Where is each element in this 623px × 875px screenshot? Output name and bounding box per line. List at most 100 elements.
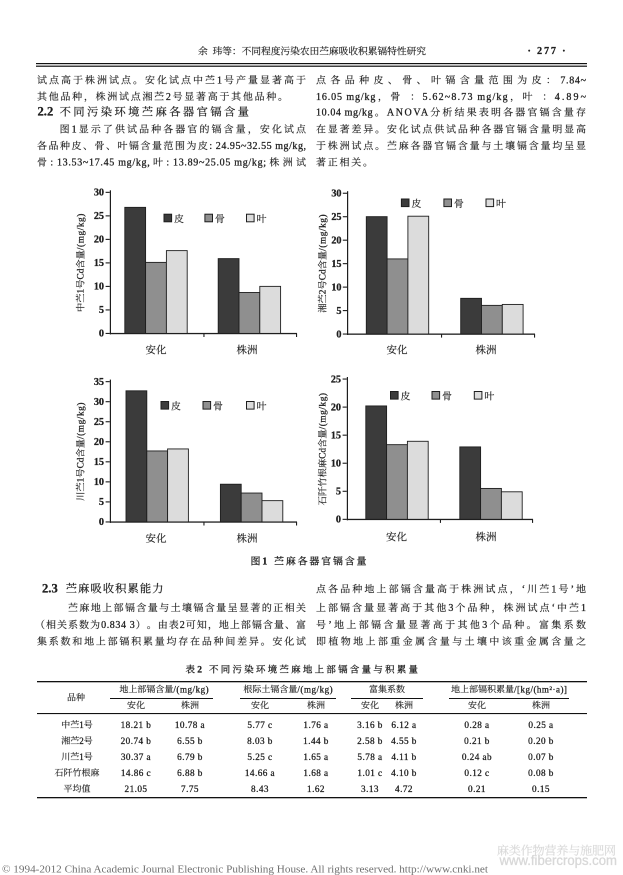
svg-text:1.62: 1.62 <box>307 784 325 794</box>
svg-text:3: 3 <box>482 620 487 631</box>
svg-text:15: 15 <box>331 259 341 270</box>
svg-text:15: 15 <box>94 457 104 468</box>
svg-text:1.44 b: 1.44 b <box>303 736 329 746</box>
svg-text:21.05: 21.05 <box>125 784 148 794</box>
svg-text:20.74 b: 20.74 b <box>121 736 152 746</box>
svg-text:2: 2 <box>319 289 329 294</box>
svg-text:0.24 ab: 0.24 ab <box>462 752 492 762</box>
svg-text:10: 10 <box>331 458 341 469</box>
svg-text:Cd: Cd <box>77 268 87 279</box>
svg-text:6.55 b: 6.55 b <box>177 736 203 746</box>
svg-text:16.05 mg/kg: 16.05 mg/kg <box>316 92 375 103</box>
svg-text:5: 5 <box>336 306 341 317</box>
svg-text:4.11 b: 4.11 b <box>391 752 416 762</box>
svg-text:0.08 b: 0.08 b <box>528 768 554 778</box>
svg-text:8.43: 8.43 <box>251 784 269 794</box>
svg-text:20: 20 <box>331 235 341 246</box>
svg-text:/(mg/kg): /(mg/kg) <box>76 214 87 250</box>
svg-text:1: 1 <box>79 752 84 762</box>
svg-text:1.68 a: 1.68 a <box>303 768 328 778</box>
svg-text:1.65 a: 1.65 a <box>303 752 328 762</box>
svg-text:5.62~8.73 mg/kg: 5.62~8.73 mg/kg <box>423 92 508 103</box>
svg-text:/(mg/kg): /(mg/kg) <box>173 684 208 694</box>
svg-text:5.78 a: 5.78 a <box>357 752 382 762</box>
svg-text:/(mg/kg): /(mg/kg) <box>76 403 87 439</box>
svg-text:30: 30 <box>331 189 341 200</box>
svg-text:4.55 b: 4.55 b <box>391 736 417 746</box>
svg-text:2: 2 <box>79 736 84 746</box>
svg-text:20: 20 <box>331 402 341 413</box>
svg-text:18.21 b: 18.21 b <box>121 720 152 730</box>
svg-text:25: 25 <box>94 417 104 428</box>
svg-text:6.12 a: 6.12 a <box>391 720 416 730</box>
svg-text:7.84~: 7.84~ <box>560 76 586 87</box>
svg-text:10: 10 <box>331 282 341 293</box>
svg-text:© 1994-2012 China Academic Jou: © 1994-2012 China Academic Journal Elect… <box>2 865 488 875</box>
svg-text:10.04 mg/kg: 10.04 mg/kg <box>316 108 373 119</box>
svg-text:10: 10 <box>94 282 104 293</box>
svg-text:: 13.89~25.05 mg/kg;: : 13.89~25.05 mg/kg; <box>166 158 266 169</box>
svg-text:0.20 b: 0.20 b <box>528 736 554 746</box>
svg-text:5.25 c: 5.25 c <box>247 752 272 762</box>
svg-text:30.37 a: 30.37 a <box>121 752 151 762</box>
svg-text:· 277 ·: · 277 · <box>528 46 568 57</box>
svg-text:‘: ‘ <box>522 584 525 595</box>
svg-text:3.16 b: 3.16 b <box>357 720 383 730</box>
svg-text:0: 0 <box>336 329 341 340</box>
svg-text:1: 1 <box>79 720 84 730</box>
svg-text:0.15: 0.15 <box>532 784 550 794</box>
svg-text:8.03 b: 8.03 b <box>247 736 273 746</box>
svg-text:1.76 a: 1.76 a <box>303 720 328 730</box>
svg-text:15: 15 <box>94 258 104 269</box>
svg-text:0.834 3: 0.834 3 <box>101 620 135 631</box>
svg-text:ANOVA: ANOVA <box>387 108 429 119</box>
svg-text:/[kg/(hm²·a)]: /[kg/(hm²·a)] <box>514 684 567 694</box>
svg-text:0.21 b: 0.21 b <box>464 736 490 746</box>
svg-text:4.10 b: 4.10 b <box>391 768 417 778</box>
svg-text:Cd: Cd <box>319 448 329 459</box>
svg-text:20: 20 <box>94 235 104 246</box>
svg-text:10.78 a: 10.78 a <box>175 720 205 730</box>
svg-text:14.86 c: 14.86 c <box>121 768 151 778</box>
svg-text:0.25 a: 0.25 a <box>528 720 553 730</box>
svg-text:/(mg/kg): /(mg/kg) <box>318 393 329 429</box>
svg-text:2.2: 2.2 <box>38 105 54 119</box>
svg-text:1: 1 <box>72 125 77 136</box>
svg-text:5.77 c: 5.77 c <box>247 720 272 730</box>
svg-text:25: 25 <box>331 212 341 223</box>
svg-text:14.66 a: 14.66 a <box>245 768 275 778</box>
svg-text:6.88 b: 6.88 b <box>177 768 203 778</box>
svg-text:25: 25 <box>94 211 104 222</box>
svg-text:Cd: Cd <box>319 269 329 280</box>
svg-text:1: 1 <box>217 76 222 87</box>
svg-text:6.79 b: 6.79 b <box>177 752 203 762</box>
svg-text:’: ’ <box>571 584 574 595</box>
svg-text:‘: ‘ <box>552 603 555 614</box>
svg-text:0.21: 0.21 <box>468 784 486 794</box>
svg-text:5: 5 <box>336 487 341 498</box>
svg-text:0.12 c: 0.12 c <box>464 768 489 778</box>
svg-text:4.89~: 4.89~ <box>555 92 587 103</box>
svg-text:30: 30 <box>94 397 104 408</box>
svg-text:: 24.95~32.55 mg/kg,: : 24.95~32.55 mg/kg, <box>209 141 306 152</box>
svg-text:5: 5 <box>99 305 104 316</box>
svg-text:2: 2 <box>180 620 185 631</box>
svg-text:5: 5 <box>99 497 104 508</box>
svg-text:0.07 b: 0.07 b <box>528 752 554 762</box>
svg-text:1: 1 <box>551 584 556 595</box>
svg-text:4.72: 4.72 <box>395 784 413 794</box>
svg-text:1.01 c: 1.01 c <box>357 768 382 778</box>
svg-text:1: 1 <box>77 477 87 482</box>
svg-text:0: 0 <box>99 517 104 528</box>
svg-text:10: 10 <box>94 477 104 488</box>
svg-text:30: 30 <box>94 188 104 199</box>
svg-text:2.58 b: 2.58 b <box>357 736 383 746</box>
svg-text:1: 1 <box>581 603 586 614</box>
svg-text:3: 3 <box>448 603 453 614</box>
svg-text:2: 2 <box>197 666 202 676</box>
svg-text:2.3: 2.3 <box>42 581 58 595</box>
svg-text:/(mg/kg): /(mg/kg) <box>297 684 332 694</box>
svg-text:’: ’ <box>328 620 331 631</box>
svg-text:: 13.53~17.45 mg/kg,: : 13.53~17.45 mg/kg, <box>50 158 149 169</box>
svg-text:0: 0 <box>99 329 104 340</box>
